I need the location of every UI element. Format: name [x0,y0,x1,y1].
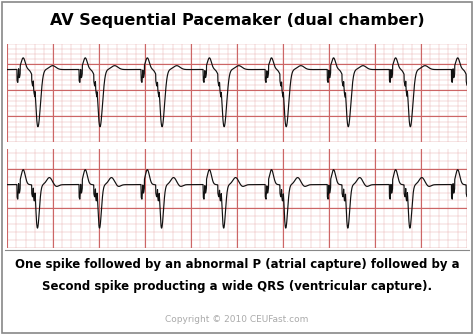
Text: Second spike producting a wide QRS (ventricular capture).: Second spike producting a wide QRS (vent… [42,280,432,293]
Text: AV Sequential Pacemaker (dual chamber): AV Sequential Pacemaker (dual chamber) [50,13,424,28]
Text: One spike followed by an abnormal P (atrial capture) followed by a: One spike followed by an abnormal P (atr… [15,258,459,271]
Text: Copyright © 2010 CEUFast.com: Copyright © 2010 CEUFast.com [165,315,309,324]
